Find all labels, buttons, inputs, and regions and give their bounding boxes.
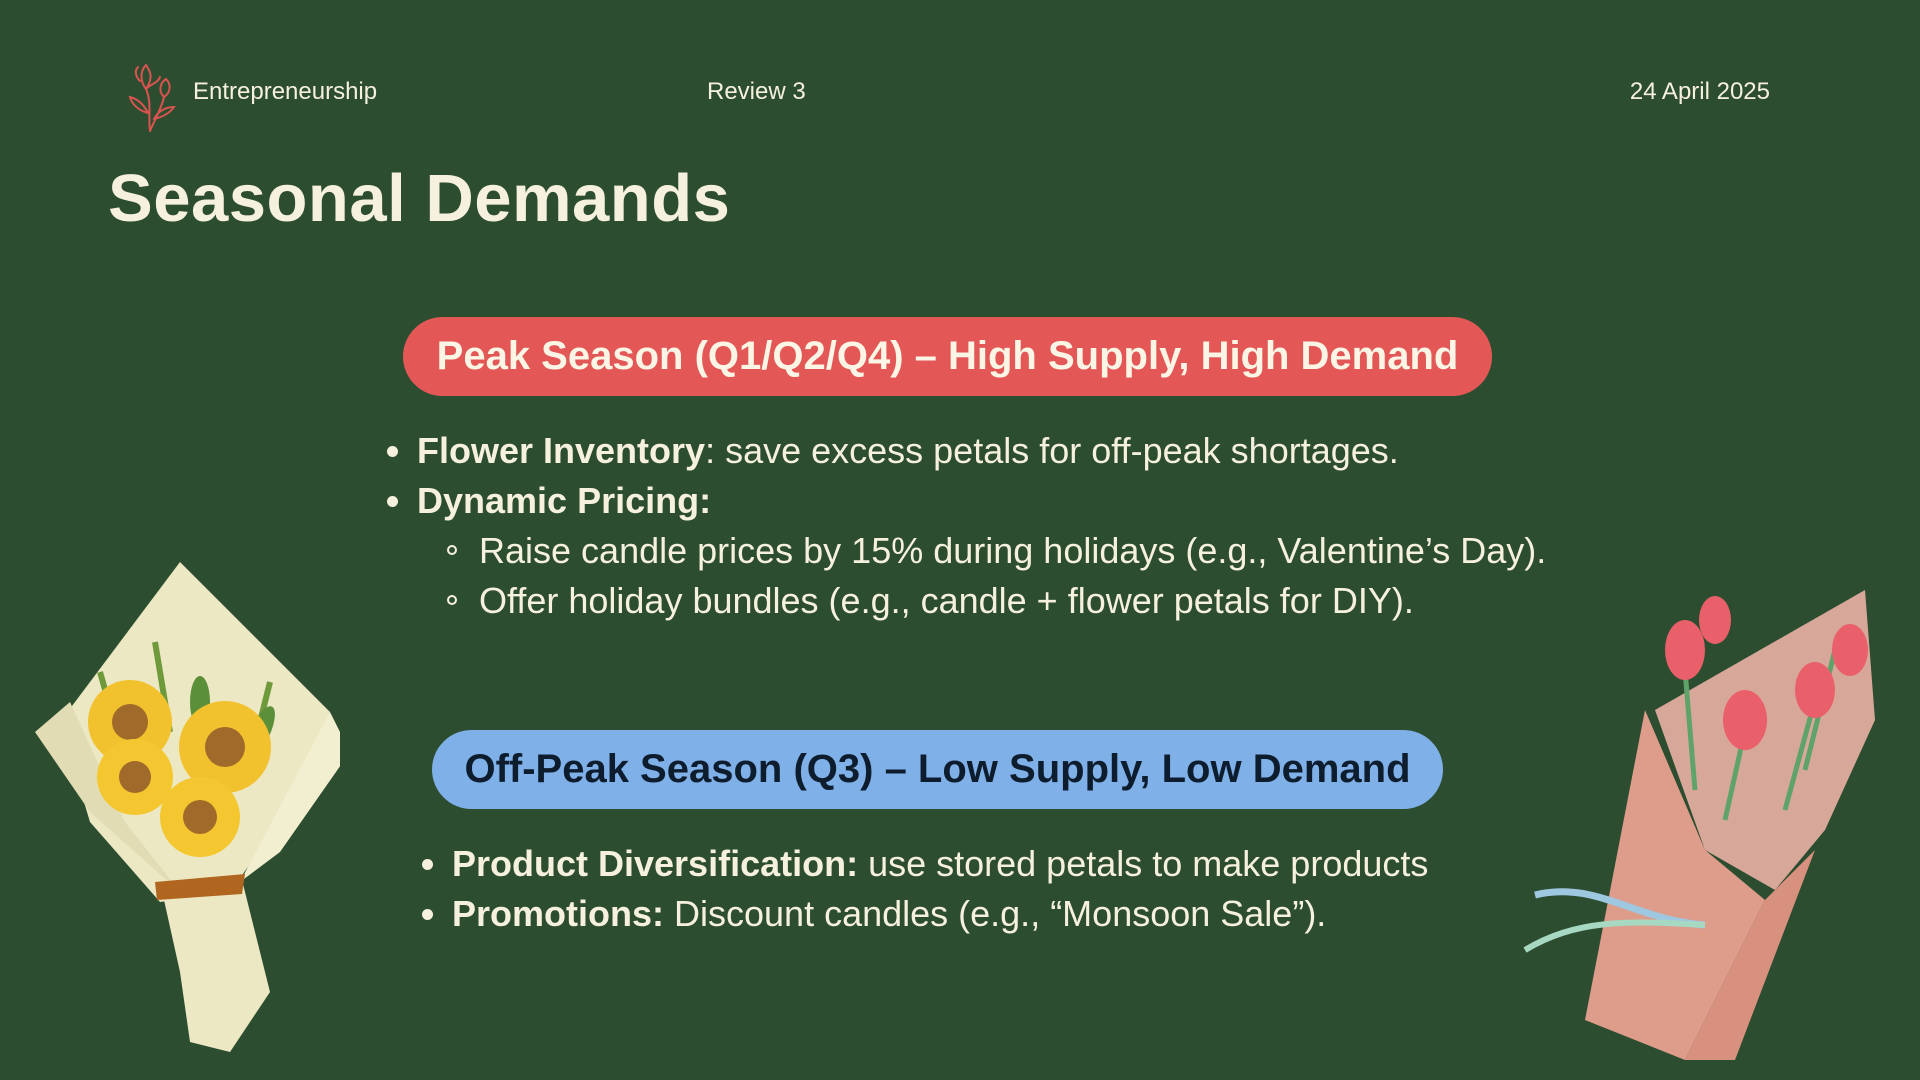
sub-list-item: Raise candle prices by 15% during holida… <box>385 526 1546 576</box>
date-label: 24 April 2025 <box>1629 78 1770 105</box>
item-text: use stored petals to make products <box>858 843 1429 884</box>
peak-season-heading: Peak Season (Q1/Q2/Q4) – High Supply, Hi… <box>403 317 1492 396</box>
offpeak-season-list: Product Diversification: use stored peta… <box>420 839 1428 939</box>
sunflower-bouquet-image <box>35 562 340 1052</box>
tulip-bouquet-image <box>1523 590 1875 1060</box>
item-bold-label: Flower Inventory <box>417 430 706 471</box>
item-text: : save excess petals for off-peak shorta… <box>705 430 1399 471</box>
sub-list-item: Offer holiday bundles (e.g., candle + fl… <box>385 576 1546 626</box>
list-item: Dynamic Pricing: <box>385 476 1546 526</box>
item-bold-label: Product Diversification: <box>452 843 859 884</box>
flower-logo-icon <box>128 63 176 132</box>
item-bold-label: Promotions: <box>452 893 664 934</box>
offpeak-season-heading: Off-Peak Season (Q3) – Low Supply, Low D… <box>432 730 1443 809</box>
peak-season-list: Flower Inventory: save excess petals for… <box>385 426 1546 626</box>
review-label: Review 3 <box>707 78 806 105</box>
list-item: Product Diversification: use stored peta… <box>420 839 1428 889</box>
slide-header: Entrepreneurship Review 3 24 April 2025 <box>0 63 1920 132</box>
list-item: Promotions: Discount candles (e.g., “Mon… <box>420 889 1428 939</box>
course-name: Entrepreneurship <box>193 78 378 105</box>
list-item: Flower Inventory: save excess petals for… <box>385 426 1546 476</box>
item-bold-label: Dynamic Pricing: <box>417 480 712 521</box>
item-text: Discount candles (e.g., “Monsoon Sale”). <box>664 893 1327 934</box>
slide-title: Seasonal Demands <box>108 161 731 236</box>
